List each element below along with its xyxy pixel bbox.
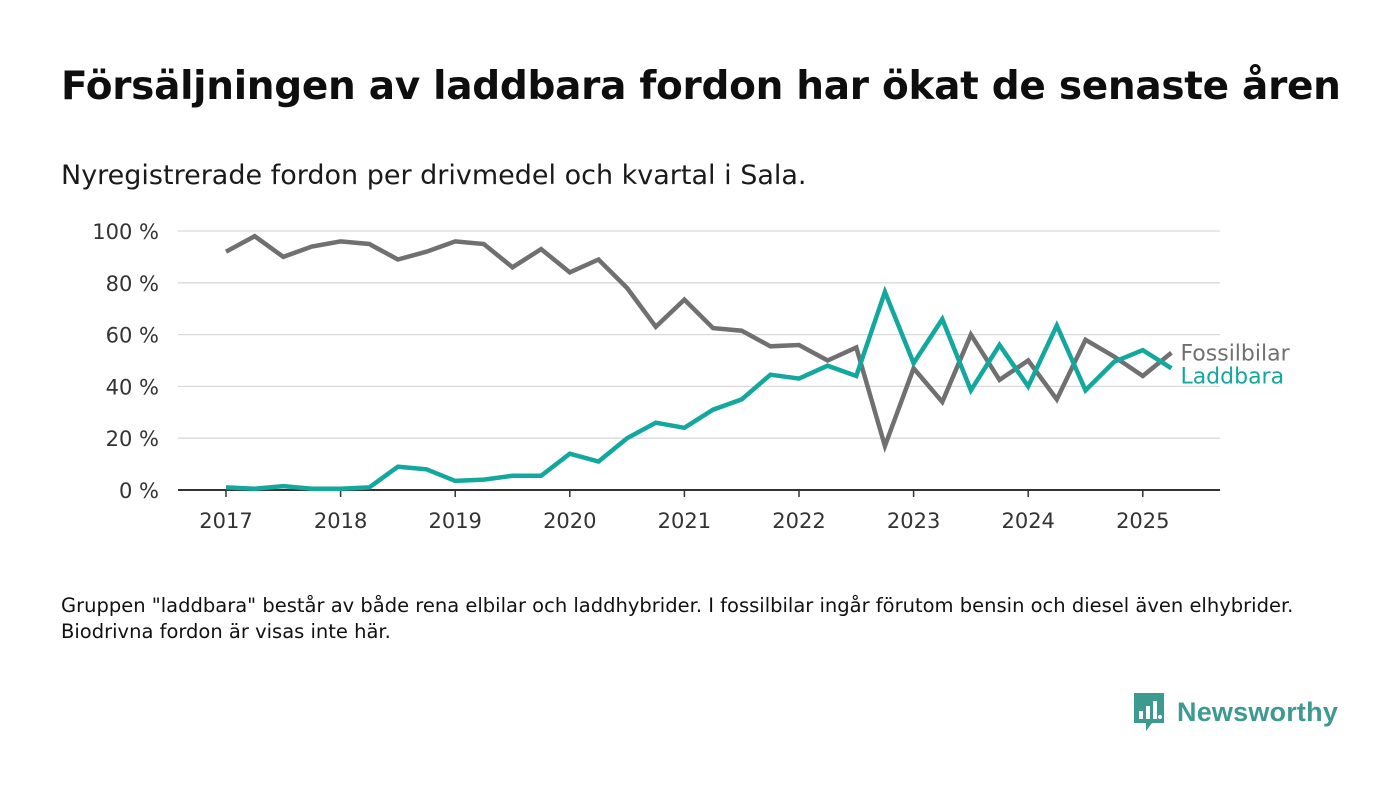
- brand-name: Newsworthy: [1177, 696, 1339, 727]
- series-line-laddbara: [225, 285, 1173, 491]
- footnote: Gruppen "laddbara" består av både rena e…: [61, 594, 1294, 643]
- x-tick-label: 2025: [1116, 509, 1169, 533]
- y-tick-label: 100 %: [92, 220, 159, 244]
- y-tick-label: 60 %: [106, 324, 159, 348]
- x-axis-tick-labels: 2017 2018 2019 2020 2021 2022 2023 2024 2025: [199, 490, 1170, 533]
- y-tick-label: 80 %: [106, 272, 159, 296]
- x-tick-label: 2018: [314, 509, 367, 533]
- y-tick-label: 20 %: [106, 427, 159, 451]
- x-tick-label: 2024: [1001, 509, 1054, 533]
- x-tick-label: 2021: [658, 509, 711, 533]
- x-tick-label: 2022: [772, 509, 825, 533]
- y-tick-label: 0 %: [119, 479, 159, 503]
- x-tick-label: 2020: [543, 509, 596, 533]
- gridlines: [178, 230, 1220, 439]
- series-label-fossilbilar: Fossilbilar: [1180, 342, 1290, 367]
- chart-title: Försäljningen av laddbara fordon har öka…: [61, 64, 1341, 109]
- series-line-fossilbilar: [224, 233, 1173, 454]
- line-chart: 0 % 20 % 40 % 60 % 80 % 100 % 2017 2018 2019 202…: [92, 220, 1290, 533]
- x-tick-label: 2023: [887, 509, 940, 533]
- series-label-laddbara: Laddbara: [1180, 364, 1284, 389]
- y-tick-label: 40 %: [106, 375, 159, 399]
- bar-chart-speech-bubble-icon: [1134, 693, 1164, 731]
- series-lines: [224, 233, 1173, 491]
- x-tick-label: 2017: [199, 509, 252, 533]
- chart-subtitle: Nyregistrerade fordon per drivmedel och …: [61, 160, 807, 191]
- brand-logo[interactable]: Newsworthy: [1132, 691, 1338, 733]
- y-axis-tick-labels: 0 % 20 % 40 % 60 % 80 % 100 %: [92, 220, 159, 503]
- x-tick-label: 2019: [428, 509, 481, 533]
